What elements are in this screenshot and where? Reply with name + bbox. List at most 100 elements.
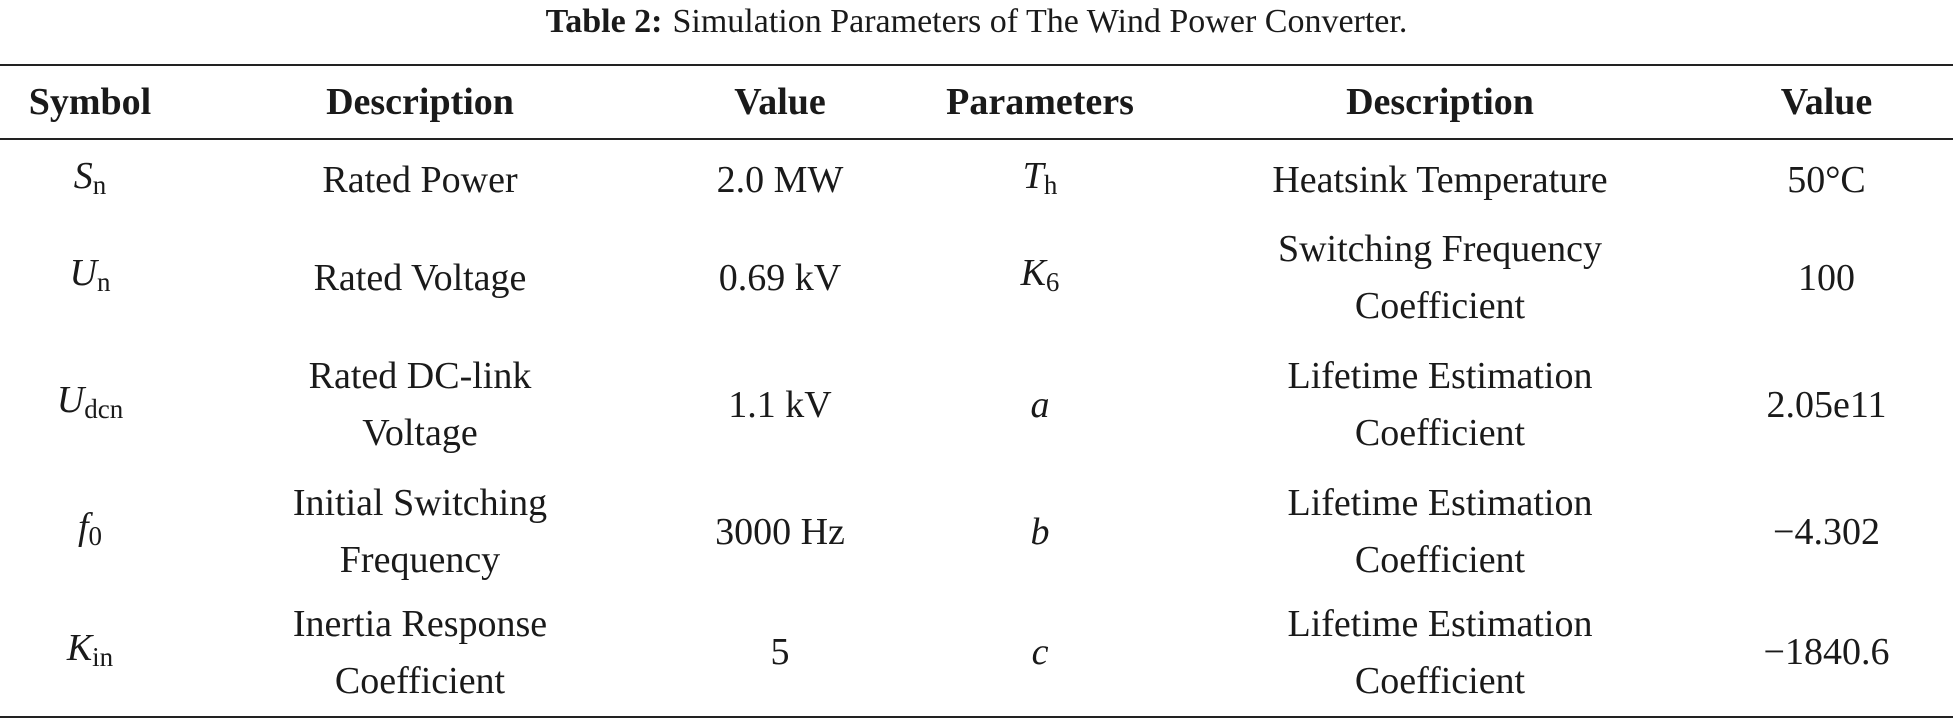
cell-line: Coefficient [1354,285,1526,327]
header-cell: Value [1780,81,1873,123]
table-cell: Th [900,139,1180,221]
table-cell: Lifetime Estimation Coefficient [1180,335,1700,475]
table-row: Un Rated Voltage 0.69 kV K6 Switching Freque… [0,221,1953,335]
symbol-main: a [1030,383,1050,426]
symbol-subscript: 6 [1045,267,1060,297]
symbol-main: S [73,154,93,197]
table-cell: 0.69 kV [660,221,900,335]
table-cell: Rated Voltage [180,221,660,335]
table-cell: 1.1 kV [660,335,900,475]
cell-line: Frequency [339,539,501,581]
table-row: f0 Initial Switching Frequency 3000 Hz b Life… [0,475,1953,589]
symbol-main: K [66,626,93,669]
table-cell: −1840.6 [1700,589,1953,717]
cell-line: Coefficient [1354,659,1526,702]
table-cell: 2.05e11 [1700,335,1953,475]
table-cell: Rated Power [180,139,660,221]
symbol-subscript: 0 [88,521,103,551]
table-cell: K6 [900,221,1180,335]
table-cell: c [900,589,1180,717]
header-cell: Description [326,81,514,123]
cell-text: 3000 Hz [715,510,845,553]
table-cell: Rated DC-link Voltage [180,335,660,475]
header-row: Symbol Description Value Parameters Descript… [0,65,1953,139]
table-cell: a [900,335,1180,475]
cell-line: Initial Switching [292,482,548,524]
table-cell: b [900,475,1180,589]
cell-text: 100 [1798,256,1855,299]
header-cell: Symbol [28,81,152,123]
cell-text: 5 [770,631,790,673]
table-cell: 50°C [1700,139,1953,221]
table-row: Sn Rated Power 2.0 MW Th Heatsink Temperatur… [0,139,1953,221]
table-cell: Inertia Response Coefficient [180,589,660,717]
table-cell: 5 [660,589,900,717]
cell-line: Coefficient [334,659,506,702]
table-cell: Initial Switching Frequency [180,475,660,589]
cell-line: Coefficient [1354,539,1526,581]
table-cell: 2.0 MW [660,139,900,221]
header-cell: Parameters [946,81,1134,123]
symbol: K6 [1020,252,1060,297]
symbol-main: f [77,506,89,548]
symbol-subscript: in [92,641,114,672]
cell-line: Coefficient [1354,412,1526,454]
cell-text: 1.1 kV [728,383,832,426]
cell-text: −4.302 [1773,510,1880,553]
table-cell: Un [0,221,180,335]
table: Symbol Description Value Parameters Descript… [0,64,1953,718]
cell-line: Heatsink Temperature [1272,159,1608,201]
cell-text: 2.0 MW [716,159,844,201]
cell-line: Lifetime Estimation [1287,355,1593,397]
cell-text: 2.05e11 [1766,383,1887,426]
table-cell: Lifetime Estimation Coefficient [1180,475,1700,589]
caption: Table 2: Simulation Parameters of The Win… [0,0,1953,44]
header-cell: Description [1346,81,1534,123]
table-cell: Lifetime Estimation Coefficient [1180,589,1700,717]
cell-line: Rated DC-link [308,355,532,397]
symbol-subscript: n [92,169,107,200]
cell-line: Lifetime Estimation [1287,482,1593,524]
cell-line: Inertia Response [292,602,548,645]
cell-text: −1840.6 [1763,631,1890,673]
symbol-subscript: h [1043,169,1058,200]
symbol-subscript: dcn [84,394,124,424]
table-cell: 100 [1700,221,1953,335]
table-cell: 3000 Hz [660,475,900,589]
cell-line: Voltage [362,412,478,454]
symbol: Sn [73,154,107,200]
table-body: Sn Rated Power 2.0 MW Th Heatsink Temperatur… [0,139,1953,717]
table-cell: f0 [0,475,180,589]
table-cell: −4.302 [1700,475,1953,589]
symbol-main: T [1022,154,1044,197]
cell-line: Rated Voltage [313,256,527,299]
cell-line: Switching Frequency [1277,228,1602,270]
symbol: Th [1022,154,1058,200]
table-cell: Kin [0,589,180,717]
table-cell: Switching Frequency Coefficient [1180,221,1700,335]
cell-text: 0.69 kV [718,256,842,299]
symbol: a [1031,384,1050,426]
symbol-main: b [1030,510,1050,553]
table-cell: Sn [0,139,180,221]
caption-text: Simulation Parameters of The Wind Power … [672,3,1408,40]
cell-line: Lifetime Estimation [1287,602,1593,645]
table-row: Udcn Rated DC-link Voltage 1.1 kV a Lifetime … [0,335,1953,475]
symbol-main: c [1031,631,1049,673]
caption-label: Table 2: [545,3,663,40]
cell-text: 50°C [1787,159,1866,201]
symbol: Kin [66,626,114,672]
symbol-main: K [1020,252,1046,294]
symbol-main: U [56,379,85,421]
symbol: f0 [77,506,103,551]
table-row: Kin Inertia Response Coefficient 5 c Lifetime… [0,589,1953,717]
cell-line: Rated Power [322,159,518,201]
symbol: c [1032,631,1049,673]
symbol-main: U [69,252,97,294]
symbol: b [1031,511,1050,553]
symbol: Udcn [56,379,124,424]
symbol-subscript: n [96,267,111,297]
header-cell: Value [734,81,826,123]
table-cell: Udcn [0,335,180,475]
